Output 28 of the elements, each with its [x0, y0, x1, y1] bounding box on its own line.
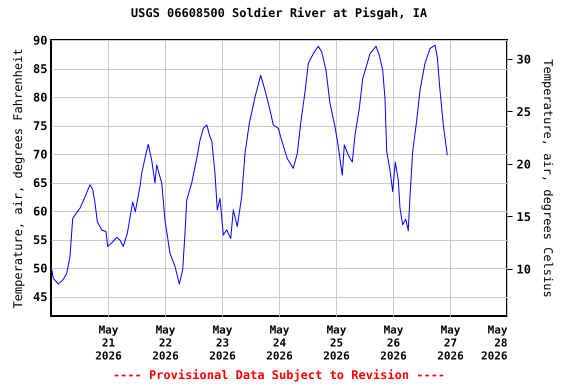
x-tick-label: May 28 2026 — [481, 324, 508, 362]
x-tick-label: May 25 2026 — [323, 324, 350, 362]
y2-tick-label: 15 — [516, 210, 531, 224]
x-tick-label: May 26 2026 — [380, 324, 408, 362]
y-tick-label: 65 — [33, 176, 48, 190]
y2-tick-label: 20 — [516, 157, 531, 172]
y-tick-label: 55 — [33, 233, 48, 248]
y2-tick-label: 10 — [516, 262, 531, 276]
x-tick-label: May 24 2026 — [266, 324, 294, 362]
y-tick-label: 60 — [33, 204, 48, 219]
y2-axis-title: Temperature, air, degrees Celsius — [540, 59, 555, 298]
y-tick-label: 80 — [33, 90, 48, 105]
y2-tick-label: 30 — [516, 52, 531, 66]
line-series — [51, 44, 448, 285]
text: ---- Provisional Data Subject to Revision ---- — [112, 368, 446, 382]
x-tick-label: May 23 2026 — [209, 324, 236, 362]
y-tick-label: 75 — [33, 119, 48, 134]
y-tick-label: 50 — [33, 262, 48, 276]
y-tick-label: 85 — [33, 62, 48, 76]
x-tick-label: May 22 2026 — [152, 324, 180, 362]
y2-tick-label: 25 — [516, 104, 531, 119]
y-tick-label: 45 — [33, 290, 48, 304]
x-tick-label: May 21 2026 — [95, 324, 122, 362]
y-tick-label: 90 — [33, 34, 48, 48]
chart-title: USGS 06608500 Soldier River at Pisgah, IA — [130, 6, 428, 20]
y-tick-label: 70 — [33, 148, 48, 162]
y-axis-title: Temperature, air, degrees Fahrenheit — [11, 48, 26, 309]
x-tick-label: May 27 2026 — [437, 324, 464, 362]
